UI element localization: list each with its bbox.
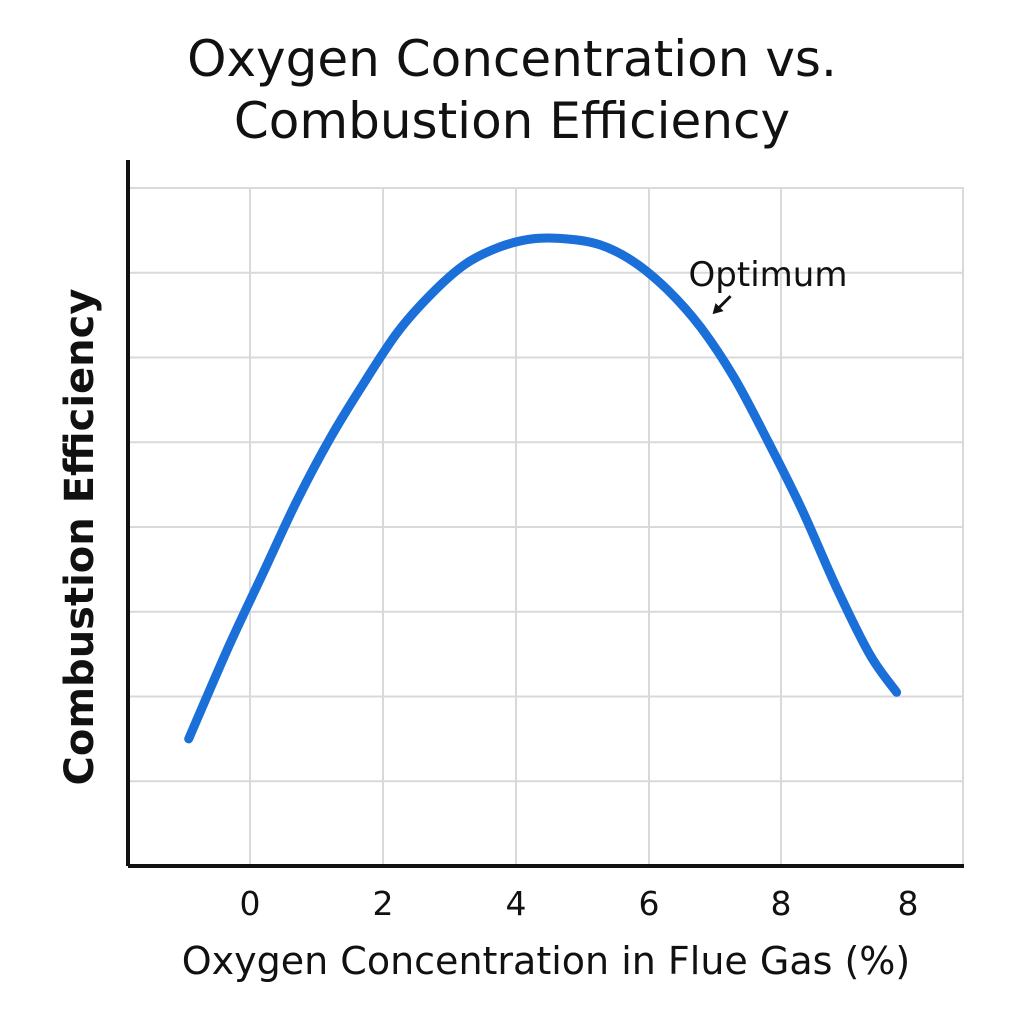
annotation-optimum-label: Optimum (689, 255, 848, 295)
annotation-arrow-head (712, 303, 724, 315)
efficiency-curve (184, 233, 902, 744)
x-tick-label: 8 (898, 884, 919, 923)
x-tick-label: 8 (771, 884, 792, 923)
annotations: Optimum (689, 255, 848, 315)
chart-title: Oxygen Concentration vs. Combustion Effi… (0, 28, 1024, 152)
x-tick-label: 4 (506, 884, 527, 923)
x-tick-label: 6 (639, 884, 660, 923)
x-tick-label: 0 (240, 884, 261, 923)
series-group (184, 233, 902, 744)
chart-title-line-2: Combustion Efficiency (233, 92, 791, 150)
grid (128, 187, 964, 866)
y-axis-label: Combustion Efficiency (57, 289, 103, 786)
x-axis-label: Oxygen Concentration in Flue Gas (%) (182, 939, 911, 983)
chart-title-line-1: Oxygen Concentration vs. (187, 30, 837, 88)
x-tick-labels: 0 2 4 6 8 8 (240, 884, 919, 923)
x-tick-label: 2 (373, 884, 394, 923)
